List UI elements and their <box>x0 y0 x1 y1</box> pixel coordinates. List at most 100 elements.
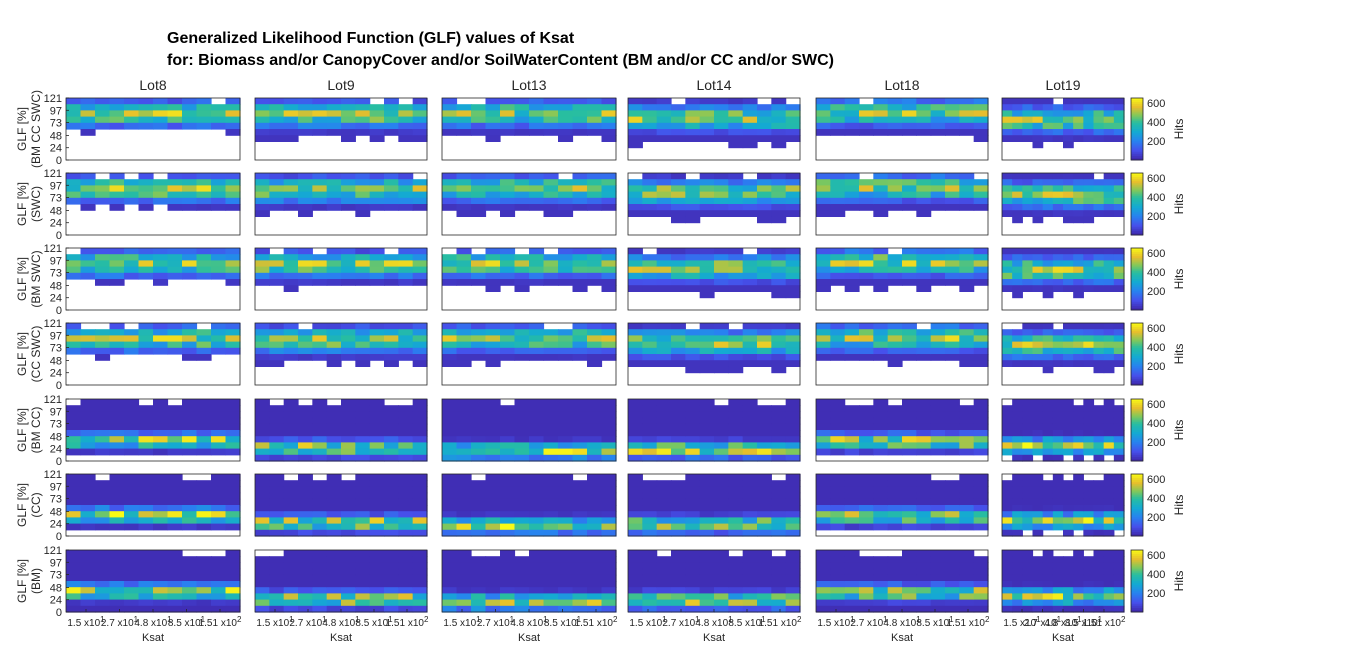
heatmap-cell <box>1052 562 1064 570</box>
heatmap-cell <box>298 197 313 205</box>
heatmap-cell <box>95 329 111 336</box>
heatmap-cell <box>601 399 617 406</box>
colorbar-frame <box>1130 322 1144 386</box>
heatmap-cell <box>844 254 860 261</box>
heatmap-cell <box>211 581 227 588</box>
heatmap-cell <box>973 248 989 255</box>
heatmap-cell <box>283 430 299 437</box>
heatmap-cell <box>514 122 530 130</box>
heatmap-cell <box>1012 285 1023 292</box>
heatmap-cell <box>973 254 989 261</box>
heatmap-cell <box>973 323 989 330</box>
heatmap-cell <box>355 210 371 217</box>
heatmap-cell <box>1073 568 1084 576</box>
heatmap-cell <box>728 511 744 518</box>
heatmap-cell <box>485 197 501 205</box>
heatmap-cell <box>601 417 617 425</box>
heatmap-cell <box>1052 423 1064 431</box>
heatmap-cell <box>728 272 744 280</box>
heatmap-cell <box>1103 448 1115 456</box>
heatmap-cell <box>211 329 227 336</box>
colorbar-tick-label: 400 <box>1147 117 1165 129</box>
colorbar-tick-label: 200 <box>1147 588 1165 600</box>
heatmap-cell <box>225 574 241 582</box>
heatmap-cell <box>699 179 715 186</box>
x-tick-label: 1.5 x101 <box>67 615 105 629</box>
heatmap-cell <box>785 285 801 292</box>
heatmap-cell <box>671 216 686 224</box>
heatmap-cell <box>816 517 831 525</box>
heatmap-cell <box>742 260 758 268</box>
heatmap-cell <box>1093 486 1105 494</box>
heatmap-cell <box>844 436 860 443</box>
heatmap-cell <box>959 581 975 588</box>
heatmap-cell <box>1002 587 1013 594</box>
heatmap-cell <box>66 587 82 594</box>
heatmap-cell <box>384 574 399 582</box>
heatmap-cell <box>384 405 399 412</box>
heatmap-cell <box>902 341 917 349</box>
heatmap-cell <box>1103 323 1115 330</box>
heatmap-cell <box>1032 129 1044 136</box>
heatmap-cell <box>298 98 313 105</box>
heatmap-cell <box>830 505 846 512</box>
heatmap-cell <box>572 173 588 180</box>
heatmap-cell <box>656 266 672 274</box>
heatmap-cell <box>728 204 744 211</box>
heatmap-cell <box>902 486 917 494</box>
heatmap-cell <box>124 272 140 280</box>
y-tick-label: 24 <box>50 368 62 380</box>
heatmap-cell <box>714 335 729 343</box>
heatmap-cell <box>80 110 96 118</box>
colorbar-2 <box>1131 248 1143 311</box>
colorbar-tick-label: 600 <box>1147 399 1165 411</box>
heatmap-cell <box>341 104 356 111</box>
heatmap-cell <box>355 122 371 130</box>
heatmap-cell <box>269 104 285 111</box>
heatmap-cell <box>844 593 860 601</box>
heatmap-cell <box>95 498 111 506</box>
heatmap-cell <box>587 405 603 412</box>
heatmap-cell <box>514 568 530 576</box>
heatmap-cell <box>714 248 729 255</box>
heatmap-cell <box>714 574 729 582</box>
heatmap-cell <box>728 335 744 343</box>
heatmap-cell <box>398 354 414 361</box>
heatmap-cell <box>916 417 932 425</box>
heatmap-cell <box>1002 135 1013 142</box>
heatmap-cell <box>973 98 989 105</box>
heatmap-cell <box>656 122 672 130</box>
heatmap-cell <box>973 279 989 286</box>
heatmap-cell <box>1093 354 1105 361</box>
heatmap-cell <box>859 185 874 193</box>
heatmap-cell <box>1042 550 1054 557</box>
heatmap-cell <box>601 191 617 199</box>
heatmap-cell <box>1042 568 1054 576</box>
heatmap-cell <box>1093 248 1105 255</box>
heatmap-cell <box>500 587 516 594</box>
heatmap-cell <box>269 116 285 124</box>
heatmap-cell <box>412 399 428 406</box>
heatmap-cell <box>182 442 198 450</box>
heatmap-cell <box>211 260 227 268</box>
heatmap-cell <box>529 341 545 349</box>
heatmap-cell <box>225 568 241 576</box>
heatmap-cell <box>66 430 82 437</box>
heatmap-cell <box>973 122 989 130</box>
heatmap-cell <box>298 593 313 601</box>
heatmap-cell <box>196 399 212 406</box>
panel-r4-lot9 <box>255 399 428 462</box>
heatmap-cell <box>211 523 227 531</box>
heatmap-cell <box>456 110 472 118</box>
heatmap-cell <box>66 581 82 588</box>
heatmap-cell <box>587 335 603 343</box>
heatmap-cell <box>471 210 487 217</box>
heatmap-cell <box>973 556 989 563</box>
heatmap-cell <box>844 173 860 180</box>
heatmap-cell <box>543 581 559 588</box>
colorbar-segment <box>1131 262 1143 266</box>
heatmap-cell <box>1032 423 1044 431</box>
heatmap-cell <box>182 523 198 531</box>
heatmap-cell <box>326 529 342 537</box>
chart-title: Generalized Likelihood Function (GLF) va… <box>167 30 575 47</box>
